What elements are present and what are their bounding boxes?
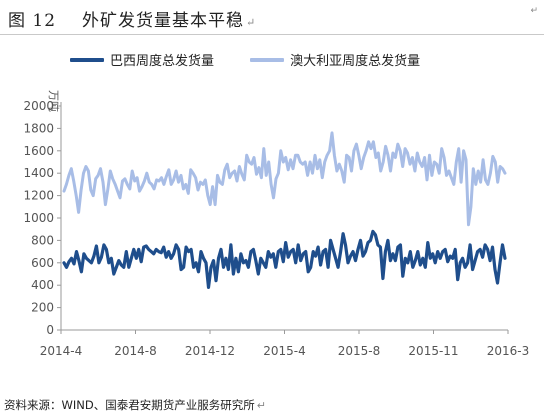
figure-title: 图 12 外矿发货量基本平稳 ↵ [8,6,256,31]
x-tick-label: 2014-12 [185,344,235,358]
paragraph-mark-icon: ↵ [530,6,538,16]
y-tick-label: 1600 [23,144,54,158]
y-tick-label: 1000 [23,211,54,225]
x-tick-label: 2015-11 [408,344,458,358]
x-tick-label: 2015-8 [338,344,381,358]
figure-title-text: 外矿发货量基本平稳 [82,11,245,31]
y-tick-label: 1800 [23,121,54,135]
series-line-australia [62,131,507,227]
y-tick-label: 400 [31,278,54,292]
legend-swatch-brazil [70,57,104,62]
x-tick-label: 2014-8 [114,344,157,358]
y-unit-label: 万吨 [47,90,60,112]
paragraph-mark-icon: ↵ [256,399,266,412]
y-tick-label: 1400 [23,166,54,180]
y-tick-label: 1200 [23,189,54,203]
legend-label-australia: 澳大利亚周度总发货量 [290,54,421,69]
x-tick-label: 2015-4 [263,344,306,358]
y-tick-label: 0 [46,323,54,337]
legend-swatch-australia [250,57,285,62]
figure-header: 图 12 外矿发货量基本平稳 ↵ ↵ [0,0,544,35]
paragraph-mark-icon: ↵ [246,16,257,29]
x-tick-label: 2016-3 [487,344,530,358]
y-tick-label: 800 [31,233,54,247]
y-tick-label: 2000 [23,99,54,113]
source-text: 资料来源：WIND、国泰君安期货产业服务研究所 [4,398,255,412]
series-line-brazil [62,229,507,289]
legend-item-australia: 澳大利亚周度总发货量 [250,50,420,69]
legend-item-brazil: 巴西周度总发货量 [70,50,214,69]
y-tick-label: 200 [31,301,54,315]
figure-number: 图 12 [8,11,57,31]
x-tick-label: 2014-4 [40,344,83,358]
legend-label-brazil: 巴西周度总发货量 [110,54,215,69]
y-tick-label: 600 [31,256,54,270]
source-note: 资料来源：WIND、国泰君安期货产业服务研究所 ↵ [4,397,266,413]
chart-legend: 巴西周度总发货量 澳大利亚周度总发货量 [70,50,452,69]
